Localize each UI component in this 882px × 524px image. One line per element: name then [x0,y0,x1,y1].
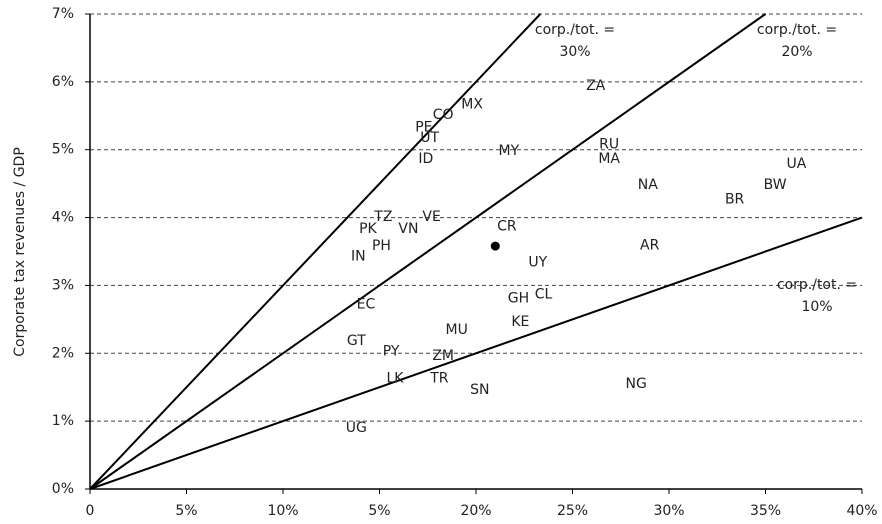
point-label: BW [764,177,787,193]
y-tick-label: 4% [52,210,74,226]
y-tick-label: 0% [52,481,74,497]
y-tick-label: 5% [52,142,74,158]
point-label: ZM [432,348,454,364]
point-label: SN [470,382,489,398]
point-label: NA [638,177,658,193]
point-label: ZA [586,78,606,94]
point-label: VN [398,221,418,237]
y-tick-label: 6% [52,74,74,90]
x-tick-label: 10% [267,503,298,519]
reference-line-label: 10% [801,299,832,315]
x-tick-label: 25% [557,503,588,519]
point-label: TZ [373,209,392,225]
point-label: PY [383,343,400,359]
y-axis-label: Corporate tax revenues / GDP [12,147,28,357]
x-tick-label: 40% [846,503,877,519]
point-label: GT [347,333,366,349]
point-label: MA [598,151,620,167]
point-label: NG [626,376,647,392]
x-tick-label: 5% [175,503,197,519]
y-tick-label: 7% [52,6,74,22]
x-tick-label: 20% [460,503,491,519]
point-label: MU [446,322,468,338]
reference-line [89,13,542,490]
point-label: BR [725,191,745,207]
point-label: PE [415,119,432,135]
y-tick-label: 1% [52,413,74,429]
x-tick-label: 30% [653,503,684,519]
x-tick-label: 5% [368,503,390,519]
point-label: MX [461,96,483,112]
point-label: UG [346,420,367,436]
x-tick-label: 35% [750,503,781,519]
point-label: CR [497,218,517,234]
point-label: ID [418,151,433,167]
point-label: RU [599,136,619,152]
point-label: MY [498,143,519,159]
point-label: AR [640,237,660,253]
point-label: IN [351,248,366,264]
point-label: KE [511,314,529,330]
point-label: GH [508,290,529,306]
point-label: UT [420,130,439,146]
reference-line-label: corp./tot. = [777,277,857,293]
reference-line-label: corp./tot. = [535,22,615,38]
y-tick-label: 2% [52,345,74,361]
point-label: UA [786,156,806,172]
highlight-point [490,241,500,251]
point-label: UY [528,254,547,270]
point-label: PH [372,238,391,254]
point-label: LK [386,370,404,386]
point-label: VE [422,209,440,225]
reference-line [89,216,863,490]
y-tick-label: 3% [52,277,74,293]
point-label: EC [357,296,376,312]
reference-line-label: 20% [781,44,812,60]
point-label: PK [359,221,377,237]
x-tick-label: 0 [86,503,95,519]
reference-line-label: 30% [559,44,590,60]
reference-line-label: corp./tot. = [757,22,837,38]
point-label: TR [429,370,449,386]
point-label: CO [433,107,454,123]
point-label: CL [535,286,553,302]
reference-line [89,13,767,490]
